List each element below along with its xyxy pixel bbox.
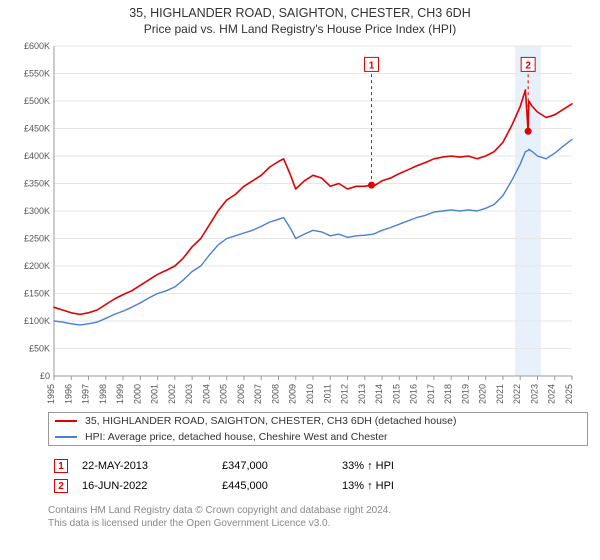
x-tick-label: 2020	[478, 384, 488, 404]
x-tick-label: 2002	[167, 384, 177, 404]
sale-marker-label: 1	[369, 60, 375, 71]
x-tick-label: 2007	[253, 384, 263, 404]
legend: 35, HIGHLANDER ROAD, SAIGHTON, CHESTER, …	[48, 412, 588, 446]
x-tick-label: 2023	[529, 384, 539, 404]
y-tick-label: £400K	[24, 151, 50, 161]
sale-marker-dot	[525, 128, 532, 135]
y-tick-label: £50K	[29, 344, 50, 354]
table-row: 2 16-JUN-2022£445,00013% ↑ HPI	[48, 476, 588, 496]
x-tick-label: 2018	[443, 384, 453, 404]
y-tick-label: £150K	[24, 289, 50, 299]
sale-price: £445,000	[216, 476, 336, 496]
chart-subtitle: Price paid vs. HM Land Registry's House …	[8, 22, 592, 36]
titles: 35, HIGHLANDER ROAD, SAIGHTON, CHESTER, …	[8, 6, 592, 36]
sales-table: 1 22-MAY-2013£347,00033% ↑ HPI 2 16-JUN-202…	[48, 456, 588, 496]
x-tick-label: 2019	[460, 384, 470, 404]
x-tick-label: 2016	[409, 384, 419, 404]
x-tick-label: 2010	[305, 384, 315, 404]
chart-area: £0 £50K £100K £150K £200K £250K £300K £350K £400…	[14, 42, 576, 404]
x-tick-label: 2006	[236, 384, 246, 404]
x-tick-label: 2005	[219, 384, 229, 404]
x-tick-label: 1995	[46, 384, 56, 404]
sale-marker-icon: 2	[54, 479, 68, 493]
legend-swatch	[55, 420, 77, 422]
y-tick-label: £550K	[24, 69, 50, 79]
legend-item: 35, HIGHLANDER ROAD, SAIGHTON, CHESTER, …	[49, 413, 587, 429]
sale-delta: 33% ↑ HPI	[336, 456, 588, 476]
footnote: Contains HM Land Registry data © Crown c…	[48, 504, 582, 530]
x-tick-label: 1998	[98, 384, 108, 404]
x-tick-label: 2025	[564, 384, 574, 404]
x-tick-label: 2015	[391, 384, 401, 404]
x-tick-label: 1997	[81, 384, 91, 404]
legend-item: HPI: Average price, detached house, Ches…	[49, 429, 587, 445]
x-tick-label: 2012	[340, 384, 350, 404]
y-tick-label: £200K	[24, 261, 50, 271]
x-tick-label: 2021	[495, 384, 505, 404]
x-tick-label: 2013	[357, 384, 367, 404]
y-tick-label: £100K	[24, 316, 50, 326]
sale-marker-dot	[368, 182, 375, 189]
x-tick-label: 2001	[150, 384, 160, 404]
sale-delta: 13% ↑ HPI	[336, 476, 588, 496]
y-tick-label: £0	[40, 371, 50, 381]
y-tick-label: £450K	[24, 124, 50, 134]
sale-price: £347,000	[216, 456, 336, 476]
legend-label: 35, HIGHLANDER ROAD, SAIGHTON, CHESTER, …	[85, 415, 457, 427]
x-tick-label: 2000	[132, 384, 142, 404]
y-tick-label: £500K	[24, 96, 50, 106]
x-tick-label: 2003	[184, 384, 194, 404]
legend-label: HPI: Average price, detached house, Ches…	[85, 431, 388, 443]
sale-marker-label: 2	[525, 60, 531, 71]
y-tick-label: £250K	[24, 234, 50, 244]
sale-date: 16-JUN-2022	[76, 476, 216, 496]
footnote-line: Contains HM Land Registry data © Crown c…	[48, 504, 582, 517]
y-tick-label: £350K	[24, 179, 50, 189]
x-tick-label: 2024	[547, 384, 557, 404]
sale-marker-icon: 1	[54, 459, 68, 473]
table-row: 1 22-MAY-2013£347,00033% ↑ HPI	[48, 456, 588, 476]
x-tick-label: 2011	[322, 384, 332, 403]
chart-title: 35, HIGHLANDER ROAD, SAIGHTON, CHESTER, …	[8, 6, 592, 20]
footnote-line: This data is licensed under the Open Gov…	[48, 517, 582, 530]
legend-swatch	[55, 436, 77, 438]
y-tick-label: £300K	[24, 206, 50, 216]
x-tick-label: 2017	[426, 384, 436, 404]
x-tick-label: 2022	[512, 384, 522, 404]
x-tick-label: 2004	[201, 384, 211, 404]
x-tick-label: 2009	[288, 384, 298, 404]
chart-container: 35, HIGHLANDER ROAD, SAIGHTON, CHESTER, …	[0, 0, 600, 560]
line-chart: £0 £50K £100K £150K £200K £250K £300K £350K £400…	[14, 42, 576, 404]
x-tick-label: 1996	[63, 384, 73, 404]
x-tick-label: 2008	[270, 384, 280, 404]
x-tick-label: 2014	[374, 384, 384, 404]
x-tick-label: 1999	[115, 384, 125, 404]
y-tick-label: £600K	[24, 42, 50, 51]
sale-date: 22-MAY-2013	[76, 456, 216, 476]
